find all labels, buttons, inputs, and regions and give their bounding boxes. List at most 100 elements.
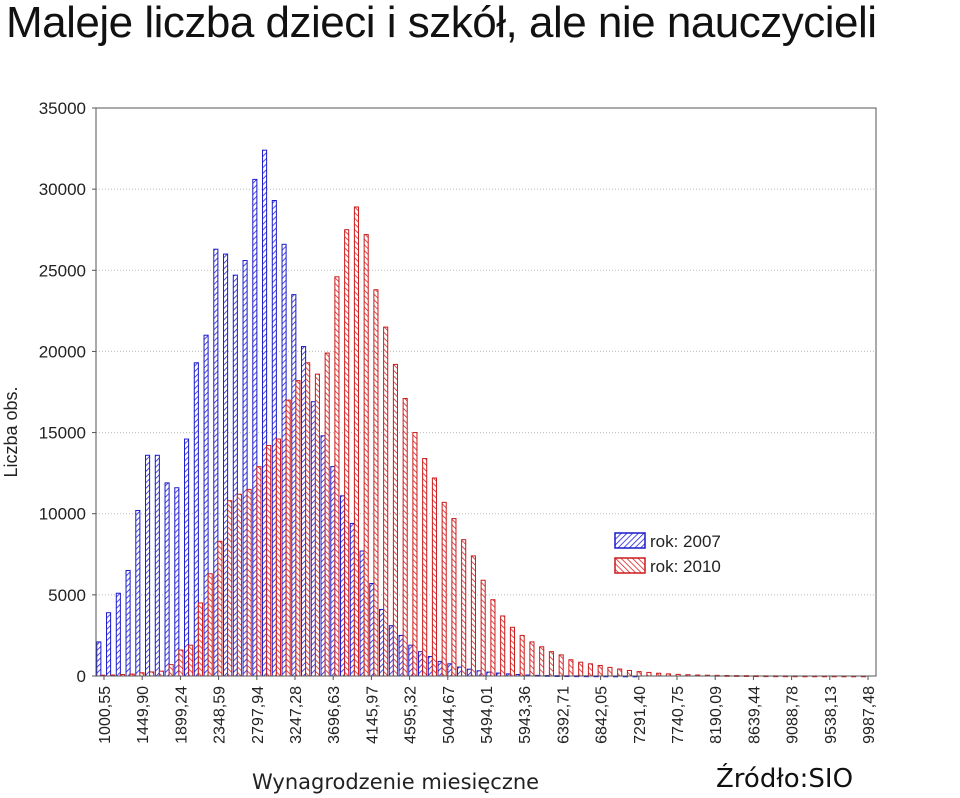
bar-2010: [236, 493, 242, 677]
bar-2010: [207, 573, 213, 677]
bar-2010: [363, 234, 369, 677]
bar-2007: [232, 274, 238, 677]
x-axis-title: Wynagrodzenie miesięczne: [252, 770, 540, 794]
x-tick-label: 5494,01: [479, 686, 496, 744]
y-tick-label: 10000: [39, 505, 86, 524]
legend: rok: 2007 rok: 2010: [614, 532, 721, 576]
y-tick-label: 25000: [39, 261, 86, 280]
bar-2010: [636, 671, 642, 677]
y-tick-label: 20000: [39, 342, 86, 361]
bar-2010: [353, 206, 359, 677]
x-tick-label: 5943,36: [517, 686, 534, 744]
bar-2010: [246, 488, 252, 677]
x-tick-label: 1899,24: [173, 686, 190, 744]
bar-2010: [480, 579, 486, 677]
chart-title: Maleje liczba dzieci i szkół, ale nie na…: [6, 0, 877, 47]
x-tick-label: 8190,09: [708, 686, 725, 744]
bar-2010: [451, 518, 457, 677]
y-axis-ticks: 0 5000 10000 15000 20000 25000 30000 35000: [39, 99, 96, 686]
x-tick-label: 5044,67: [441, 686, 458, 744]
bar-2007: [447, 663, 453, 677]
bar-2010: [529, 641, 535, 677]
bar-2007: [486, 671, 492, 677]
x-axis-ticks: 1000,55 1449,90 1899,24 2348,59 2797,94 3247,…: [97, 676, 878, 744]
x-tick-label: 6842,05: [594, 686, 611, 744]
x-tick-label: 6392,71: [555, 686, 572, 744]
bar-2007: [310, 401, 316, 677]
bar-2007: [340, 495, 346, 677]
legend-label-2010: rok: 2010: [650, 557, 721, 576]
bar-2007: [349, 522, 355, 677]
bar-2010: [500, 615, 506, 677]
bar-2010: [149, 671, 155, 677]
bar-2010: [275, 438, 281, 677]
x-tick-label: 2348,59: [212, 686, 229, 744]
x-tick-label: 4595,32: [403, 686, 420, 744]
bar-2007: [281, 243, 287, 677]
x-tick-label: 7740,75: [670, 686, 687, 744]
bar-2010: [431, 477, 437, 677]
gridlines: [96, 188, 876, 596]
bar-2010: [178, 649, 184, 677]
bar-2007: [457, 666, 463, 677]
bar-2010: [470, 555, 476, 677]
x-tick-label: 9987,48: [861, 686, 878, 744]
bar-2007: [193, 362, 199, 677]
x-tick-label: 1000,55: [97, 686, 114, 744]
bar-2007: [359, 550, 365, 677]
source-note: Źródło:SIO: [716, 764, 854, 794]
bar-2010: [441, 501, 447, 677]
bar-2007: [174, 487, 180, 677]
bar-2010: [422, 458, 428, 677]
bar-2007: [164, 482, 170, 677]
bar-2007: [466, 668, 472, 677]
bar-2007: [418, 651, 424, 677]
bar-2007: [476, 670, 482, 677]
bar-2007: [301, 346, 307, 677]
bars: [96, 149, 866, 678]
x-tick-label: 9538,13: [823, 686, 840, 744]
y-tick-label: 0: [77, 667, 86, 686]
x-tick-label: 3696,63: [326, 686, 343, 744]
bar-2010: [490, 599, 496, 677]
bar-2010: [412, 432, 418, 677]
bar-2007: [213, 248, 219, 677]
x-tick-label: 7291,40: [632, 686, 649, 744]
legend-swatch-2007: [614, 532, 646, 549]
bar-2010: [334, 276, 340, 677]
x-tick-label: 1449,90: [135, 686, 152, 744]
bar-2007: [379, 608, 385, 677]
bar-2007: [135, 509, 141, 677]
bar-2007: [427, 656, 433, 677]
bar-2010: [519, 634, 525, 677]
bar-2010: [402, 397, 408, 677]
y-tick-label: 35000: [39, 99, 86, 118]
x-tick-label: 2797,94: [250, 686, 267, 744]
bar-2010: [548, 651, 554, 677]
bar-2010: [344, 229, 350, 677]
bar-2007: [262, 149, 268, 677]
bar-2007: [106, 612, 112, 677]
bar-2010: [578, 661, 584, 677]
bar-2007: [320, 435, 326, 677]
bar-2010: [617, 668, 623, 677]
bar-2010: [158, 670, 164, 677]
bar-2007: [145, 454, 151, 677]
x-tick-label: 3247,28: [288, 686, 305, 744]
bar-2007: [408, 644, 414, 677]
bar-2010: [392, 363, 398, 677]
bar-2007: [369, 583, 375, 677]
x-tick-label: 4145,97: [364, 686, 381, 744]
bar-2007: [291, 294, 297, 677]
plot-area-frame: [95, 107, 877, 677]
bar-2010: [607, 666, 613, 677]
y-tick-label: 15000: [39, 424, 86, 443]
bar-2007: [96, 641, 102, 677]
bar-2007: [398, 634, 404, 677]
bar-2007: [203, 334, 209, 677]
bar-2010: [646, 671, 652, 677]
bar-2010: [539, 646, 545, 677]
x-tick-label: 8639,44: [746, 686, 763, 744]
bar-2010: [217, 540, 223, 677]
bar-2010: [373, 289, 379, 677]
